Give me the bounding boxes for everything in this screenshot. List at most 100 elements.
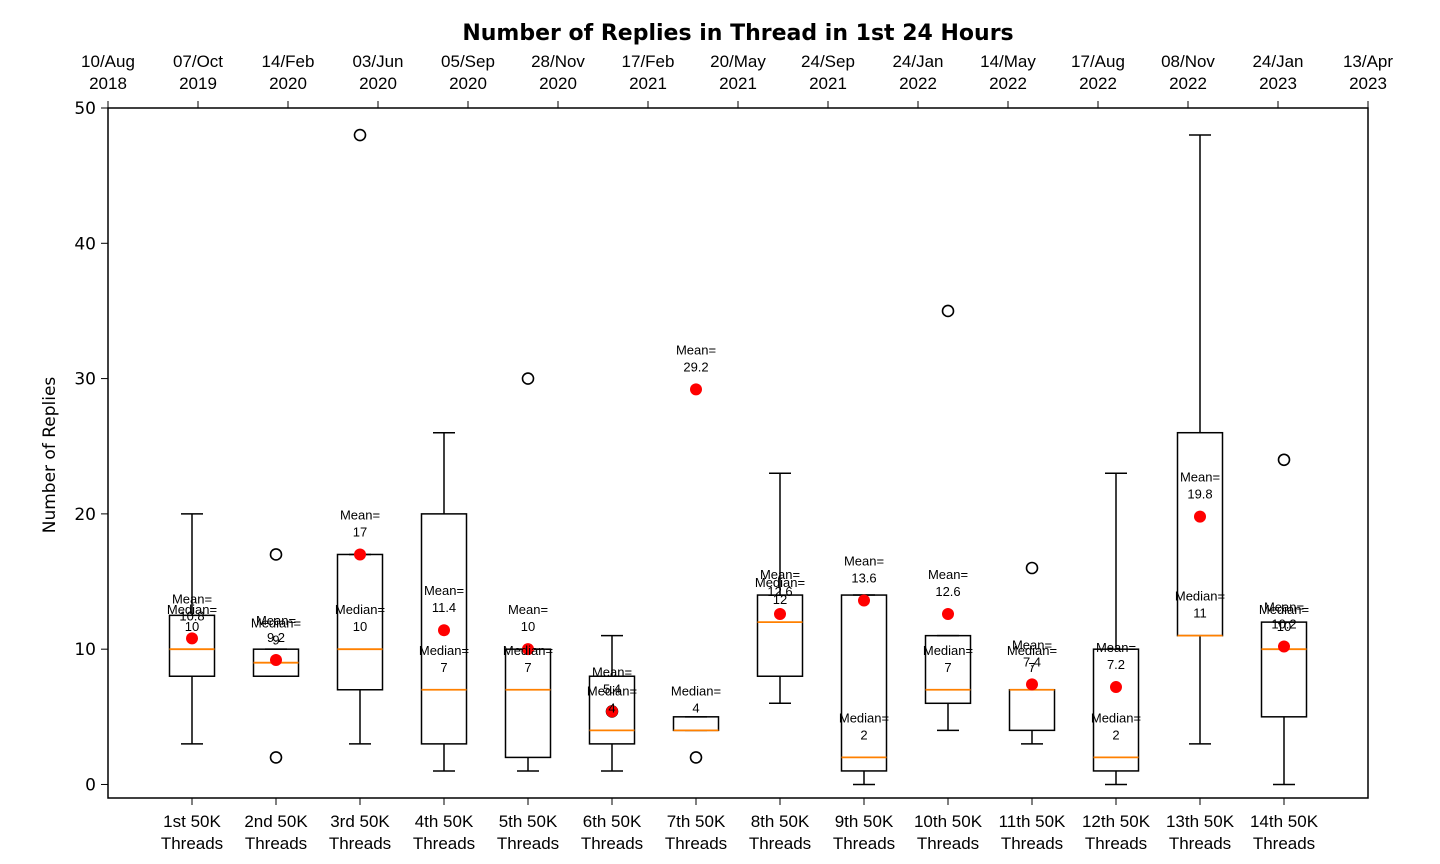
top-tick-label: 05/Sep 2020	[441, 52, 495, 93]
mean-annotation: Mean= 12.6	[928, 567, 968, 599]
median-annotation: Median= 10	[335, 602, 385, 634]
box-group: 12th 50K Threads Mean= 7.2 Median= 2	[1082, 472, 1151, 853]
median-annotation: Median= 7	[923, 643, 973, 675]
mean-annotation: Mean= 19.8	[1180, 470, 1220, 502]
x-tick-label: 12th 50K Threads	[1082, 812, 1151, 853]
top-tick-label: 10/Aug 2018	[81, 52, 135, 93]
outlier-point	[1025, 561, 1039, 575]
iqr-box	[1008, 689, 1056, 732]
box-group: 13th 50K Threads Mean= 19.8 Median= 11	[1166, 134, 1235, 853]
mean-annotation: Mean= 12.6	[760, 567, 800, 599]
mean-point	[438, 624, 450, 637]
top-tick-label: 17/Feb 2021	[622, 52, 675, 93]
y-tick-label: 20	[74, 505, 96, 525]
iqr-box	[168, 614, 216, 677]
iqr-box	[672, 716, 720, 732]
mean-point	[270, 654, 282, 666]
top-tick-label: 14/Feb 2020	[262, 52, 315, 93]
y-tick-label: 50	[74, 99, 96, 119]
mean-point	[858, 594, 870, 607]
box-group: 7th 50K Threads Mean= 29.2 Median= 4	[665, 342, 727, 853]
iqr-box	[756, 594, 804, 677]
median-annotation: Median= 4	[671, 683, 721, 715]
median-annotation: Median= 9	[251, 616, 301, 648]
x-tick-label: 3rd 50K Threads	[329, 812, 391, 853]
outlier-point	[269, 751, 283, 764]
top-tick-label: 14/May 2022	[980, 52, 1036, 93]
x-tick-label: 1st 50K Threads	[161, 812, 223, 853]
mean-point	[186, 632, 198, 645]
outlier-point	[521, 372, 535, 385]
iqr-box	[924, 634, 972, 705]
median-annotation: Median= 7	[419, 643, 469, 675]
top-tick-label: 28/Nov 2020	[531, 52, 585, 93]
top-tick-label: 03/Jun 2020	[352, 52, 403, 93]
mean-point	[774, 608, 786, 620]
top-tick-label: 24/Jan 2022	[892, 52, 943, 93]
mean-annotation: Mean= 11.4	[424, 583, 464, 615]
outlier-point	[1277, 453, 1291, 467]
x-tick-label: 10th 50K Threads	[914, 812, 983, 853]
plot-frame	[107, 107, 1369, 799]
box-group: 9th 50K Threads Mean= 13.6 Median= 2	[833, 553, 895, 853]
top-tick-label: 07/Oct 2019	[173, 52, 223, 93]
mean-point	[942, 608, 954, 620]
y-axis-label: Number of Replies	[40, 377, 60, 534]
y-tick-label: 40	[74, 234, 96, 254]
box-group: 5th 50K Threads Mean= 10 Median= 7	[497, 372, 559, 853]
median-annotation: Median= 10	[167, 602, 217, 634]
median-annotation: Median= 7	[1007, 643, 1057, 675]
box-group: 10th 50K Threads Mean= 12.6 Median= 7	[914, 304, 983, 853]
x-tick-label: 7th 50K Threads	[665, 812, 727, 853]
x-tick-label: 11th 50K Threads	[999, 812, 1066, 853]
mean-annotation: Mean= 9.2	[256, 613, 296, 645]
iqr-box	[1260, 621, 1308, 718]
mean-annotation: Mean= 29.2	[676, 342, 716, 374]
outlier-point	[941, 304, 955, 318]
outlier-point	[269, 548, 283, 561]
top-tick-label: 24/Sep 2021	[801, 52, 855, 93]
mean-point	[1194, 510, 1206, 523]
y-tick-label: 0	[85, 775, 96, 795]
x-tick-label: 13th 50K Threads	[1166, 812, 1235, 853]
box-group: 4th 50K Threads Mean= 11.4 Median= 7	[413, 431, 475, 853]
x-tick-label: 5th 50K Threads	[497, 812, 559, 853]
top-tick-label: 17/Aug 2022	[1071, 52, 1125, 93]
iqr-box	[1092, 648, 1140, 772]
chart-title: Number of Replies in Thread in 1st 24 Ho…	[462, 21, 1013, 46]
mean-annotation: Mean= 7.4	[1012, 637, 1052, 669]
mean-annotation: Mean= 7.2	[1096, 640, 1136, 672]
mean-annotation: Mean= 17	[340, 507, 380, 539]
mean-annotation: Mean= 13.6	[844, 553, 884, 585]
iqr-box	[588, 675, 636, 745]
median-annotation: Median= 7	[503, 643, 553, 675]
iqr-box	[840, 594, 888, 772]
outlier-point	[689, 751, 703, 764]
top-tick-label: 08/Nov 2022	[1161, 52, 1215, 93]
mean-annotation: Mean= 10.8	[172, 591, 212, 623]
plot-area: 0 10 20 30 40 50 10/Aug 2018 07/Oct 2019 14/Feb 202…	[74, 52, 1393, 853]
x-tick-label: 4th 50K Threads	[413, 812, 475, 853]
top-tick-label: 24/Jan 2023	[1252, 52, 1303, 93]
top-tick-label: 13/Apr 2023	[1343, 52, 1393, 93]
mean-point	[522, 643, 534, 656]
median-annotation: Median= 4	[587, 683, 637, 715]
x-tick-label: 6th 50K Threads	[581, 812, 643, 853]
mean-point	[1026, 678, 1038, 691]
median-annotation: Median= 11	[1175, 589, 1225, 621]
outlier-point	[353, 128, 367, 142]
mean-point	[606, 705, 618, 718]
x-tick-label: 8th 50K Threads	[749, 812, 811, 853]
median-annotation: Median= 12	[755, 575, 805, 607]
top-tick-label: 20/May 2021	[710, 52, 766, 93]
box-group: 3rd 50K Threads Mean= 17 Median= 10	[329, 128, 391, 853]
mean-point	[690, 383, 702, 396]
mean-point	[354, 548, 366, 561]
median-annotation: Median= 2	[839, 710, 889, 742]
